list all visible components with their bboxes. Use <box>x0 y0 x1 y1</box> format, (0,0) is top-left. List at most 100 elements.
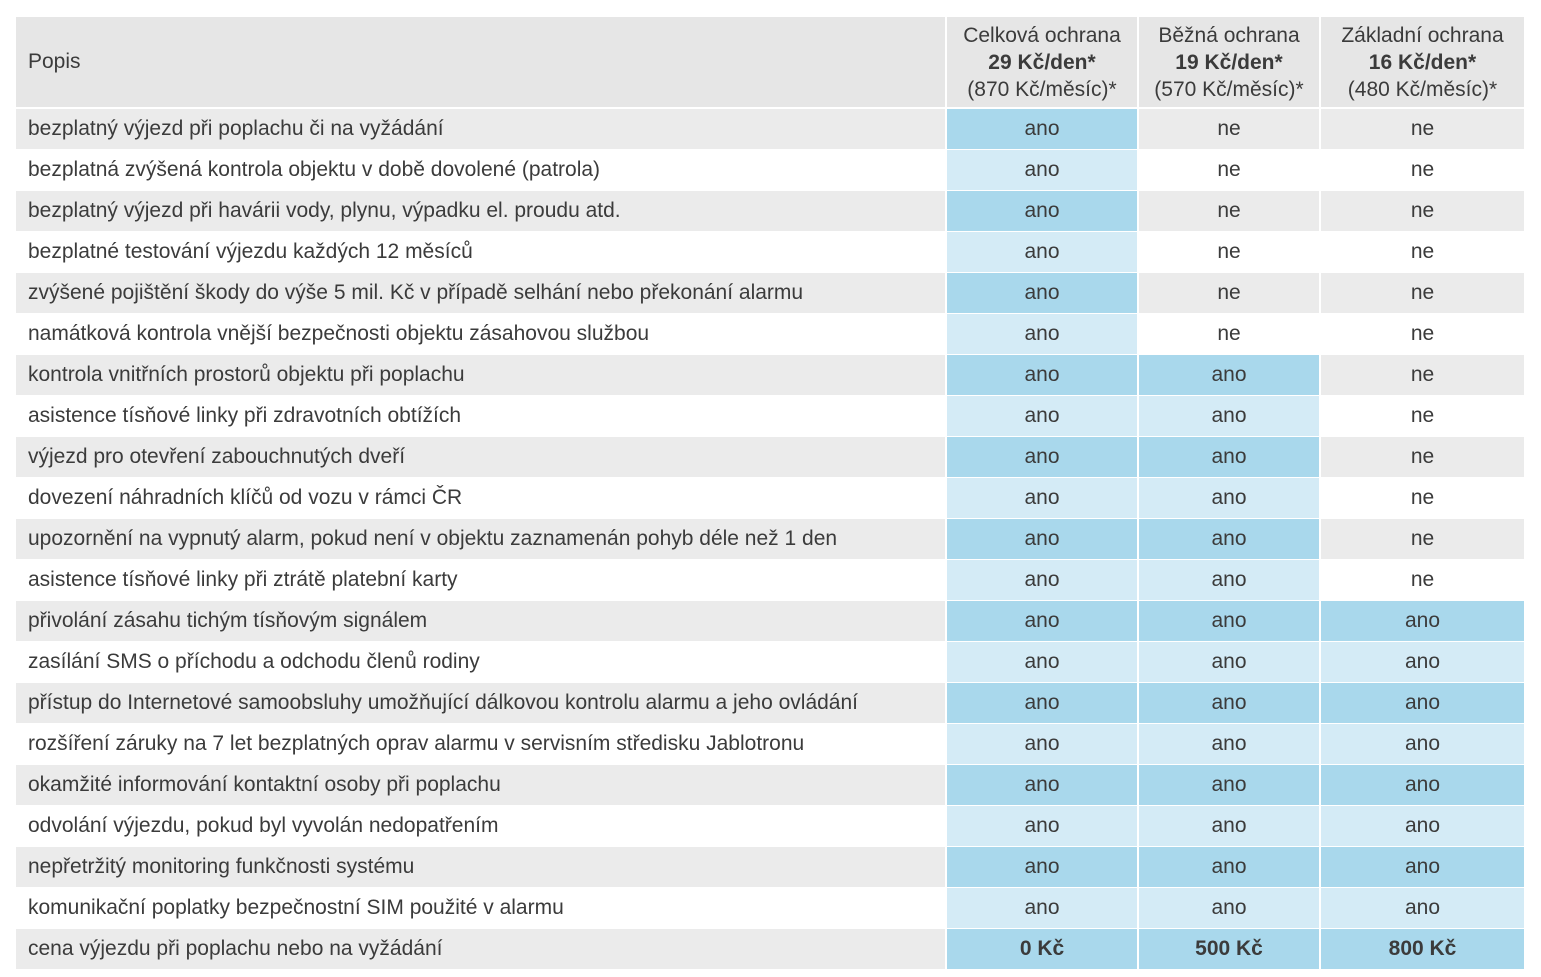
value-bezna: ano <box>1139 519 1321 559</box>
value-bezna: ne <box>1139 191 1321 231</box>
value-zakladni: ano <box>1321 888 1524 928</box>
feature-label: zasílání SMS o příchodu a odchodu členů … <box>16 642 947 682</box>
value-celkova: ano <box>947 806 1139 846</box>
value-celkova: ano <box>947 437 1139 477</box>
value-celkova: ano <box>947 560 1139 600</box>
value-zakladni: ano <box>1321 724 1524 764</box>
table-row: výjezd pro otevření zabouchnutých dveří … <box>16 437 1524 478</box>
value-zakladni: ne <box>1321 314 1524 354</box>
value-celkova: ano <box>947 478 1139 518</box>
value-bezna: ano <box>1139 806 1321 846</box>
plan-name: Celková ochrana <box>963 23 1121 47</box>
header-plan-celkova: Celková ochrana 29 Kč/den* (870 Kč/měsíc… <box>947 17 1139 107</box>
value-zakladni: ne <box>1321 355 1524 395</box>
plan-comparison-table: Popis Celková ochrana 29 Kč/den* (870 Kč… <box>16 17 1524 970</box>
value-celkova: ano <box>947 847 1139 887</box>
feature-label: bezplatná zvýšená kontrola objektu v dob… <box>16 150 947 190</box>
value-zakladni: ne <box>1321 519 1524 559</box>
value-zakladni: ne <box>1321 396 1524 436</box>
feature-label: upozornění na vypnutý alarm, pokud není … <box>16 519 947 559</box>
plan-name: Základní ochrana <box>1341 23 1504 47</box>
plan-price-day: 29 Kč/den* <box>988 50 1096 74</box>
value-bezna: ne <box>1139 273 1321 313</box>
table-row: upozornění na vypnutý alarm, pokud není … <box>16 519 1524 560</box>
value-bezna: ano <box>1139 724 1321 764</box>
feature-label: zvýšené pojištění škody do výše 5 mil. K… <box>16 273 947 313</box>
value-bezna: ano <box>1139 355 1321 395</box>
value-zakladni: ano <box>1321 847 1524 887</box>
value-zakladni: ne <box>1321 109 1524 149</box>
value-celkova: ano <box>947 355 1139 395</box>
value-celkova: ano <box>947 683 1139 723</box>
value-celkova: ano <box>947 232 1139 272</box>
value-celkova: ano <box>947 191 1139 231</box>
table-row: komunikační poplatky bezpečnostní SIM po… <box>16 888 1524 929</box>
table-row: kontrola vnitřních prostorů objektu při … <box>16 355 1524 396</box>
header-description: Popis <box>16 17 947 107</box>
table-row: bezplatná zvýšená kontrola objektu v dob… <box>16 150 1524 191</box>
value-bezna: ano <box>1139 765 1321 805</box>
value-bezna: ano <box>1139 888 1321 928</box>
feature-label: cena výjezdu při poplachu nebo na vyžádá… <box>16 929 947 969</box>
table-row: bezplatný výjezd při havárii vody, plynu… <box>16 191 1524 232</box>
price-bezna: 500 Kč <box>1139 929 1321 969</box>
value-bezna: ano <box>1139 437 1321 477</box>
feature-label: nepřetržitý monitoring funkčnosti systém… <box>16 847 947 887</box>
value-zakladni: ne <box>1321 232 1524 272</box>
feature-label: rozšíření záruky na 7 let bezplatných op… <box>16 724 947 764</box>
value-celkova: ano <box>947 765 1139 805</box>
table-row: namátková kontrola vnější bezpečnosti ob… <box>16 314 1524 355</box>
feature-label: kontrola vnitřních prostorů objektu při … <box>16 355 947 395</box>
table-row: zasílání SMS o příchodu a odchodu členů … <box>16 642 1524 683</box>
price-row: cena výjezdu při poplachu nebo na vyžádá… <box>16 929 1524 970</box>
plan-price-month: (870 Kč/měsíc)* <box>967 77 1117 101</box>
header-plan-zakladni: Základní ochrana 16 Kč/den* (480 Kč/měsí… <box>1321 17 1524 107</box>
table-row: nepřetržitý monitoring funkčnosti systém… <box>16 847 1524 888</box>
value-zakladni: ano <box>1321 601 1524 641</box>
value-celkova: ano <box>947 642 1139 682</box>
value-zakladni: ne <box>1321 273 1524 313</box>
table-body: bezplatný výjezd při poplachu či na vyžá… <box>16 109 1524 970</box>
table-row: přístup do Internetové samoobsluhy umožň… <box>16 683 1524 724</box>
feature-label: okamžité informování kontaktní osoby při… <box>16 765 947 805</box>
value-bezna: ne <box>1139 232 1321 272</box>
value-zakladni: ne <box>1321 191 1524 231</box>
value-bezna: ne <box>1139 150 1321 190</box>
feature-label: bezplatné testování výjezdu každých 12 m… <box>16 232 947 272</box>
header-plan-bezna: Běžná ochrana 19 Kč/den* (570 Kč/měsíc)* <box>1139 17 1321 107</box>
value-celkova: ano <box>947 601 1139 641</box>
feature-label: odvolání výjezdu, pokud byl vyvolán nedo… <box>16 806 947 846</box>
value-zakladni: ano <box>1321 683 1524 723</box>
value-bezna: ano <box>1139 396 1321 436</box>
value-celkova: ano <box>947 519 1139 559</box>
table-header: Popis Celková ochrana 29 Kč/den* (870 Kč… <box>16 17 1524 109</box>
value-bezna: ano <box>1139 560 1321 600</box>
feature-label: namátková kontrola vnější bezpečnosti ob… <box>16 314 947 354</box>
table-row: odvolání výjezdu, pokud byl vyvolán nedo… <box>16 806 1524 847</box>
value-bezna: ano <box>1139 847 1321 887</box>
value-bezna: ano <box>1139 601 1321 641</box>
value-zakladni: ne <box>1321 150 1524 190</box>
feature-label: bezplatný výjezd při poplachu či na vyžá… <box>16 109 947 149</box>
table-row: dovezení náhradních klíčů od vozu v rámc… <box>16 478 1524 519</box>
table-row: rozšíření záruky na 7 let bezplatných op… <box>16 724 1524 765</box>
value-bezna: ne <box>1139 109 1321 149</box>
table-row: okamžité informování kontaktní osoby při… <box>16 765 1524 806</box>
value-zakladni: ano <box>1321 765 1524 805</box>
value-celkova: ano <box>947 150 1139 190</box>
price-celkova: 0 Kč <box>947 929 1139 969</box>
feature-label: komunikační poplatky bezpečnostní SIM po… <box>16 888 947 928</box>
feature-label: přivolání zásahu tichým tísňovým signále… <box>16 601 947 641</box>
feature-label: dovezení náhradních klíčů od vozu v rámc… <box>16 478 947 518</box>
value-bezna: ano <box>1139 478 1321 518</box>
value-zakladni: ne <box>1321 560 1524 600</box>
value-celkova: ano <box>947 314 1139 354</box>
plan-price-month: (570 Kč/měsíc)* <box>1154 77 1304 101</box>
plan-name: Běžná ochrana <box>1158 23 1300 47</box>
value-bezna: ano <box>1139 642 1321 682</box>
plan-price-day: 16 Kč/den* <box>1368 50 1477 74</box>
value-celkova: ano <box>947 888 1139 928</box>
value-celkova: ano <box>947 109 1139 149</box>
table-row: bezplatné testování výjezdu každých 12 m… <box>16 232 1524 273</box>
table-row: asistence tísňové linky při ztrátě plate… <box>16 560 1524 601</box>
